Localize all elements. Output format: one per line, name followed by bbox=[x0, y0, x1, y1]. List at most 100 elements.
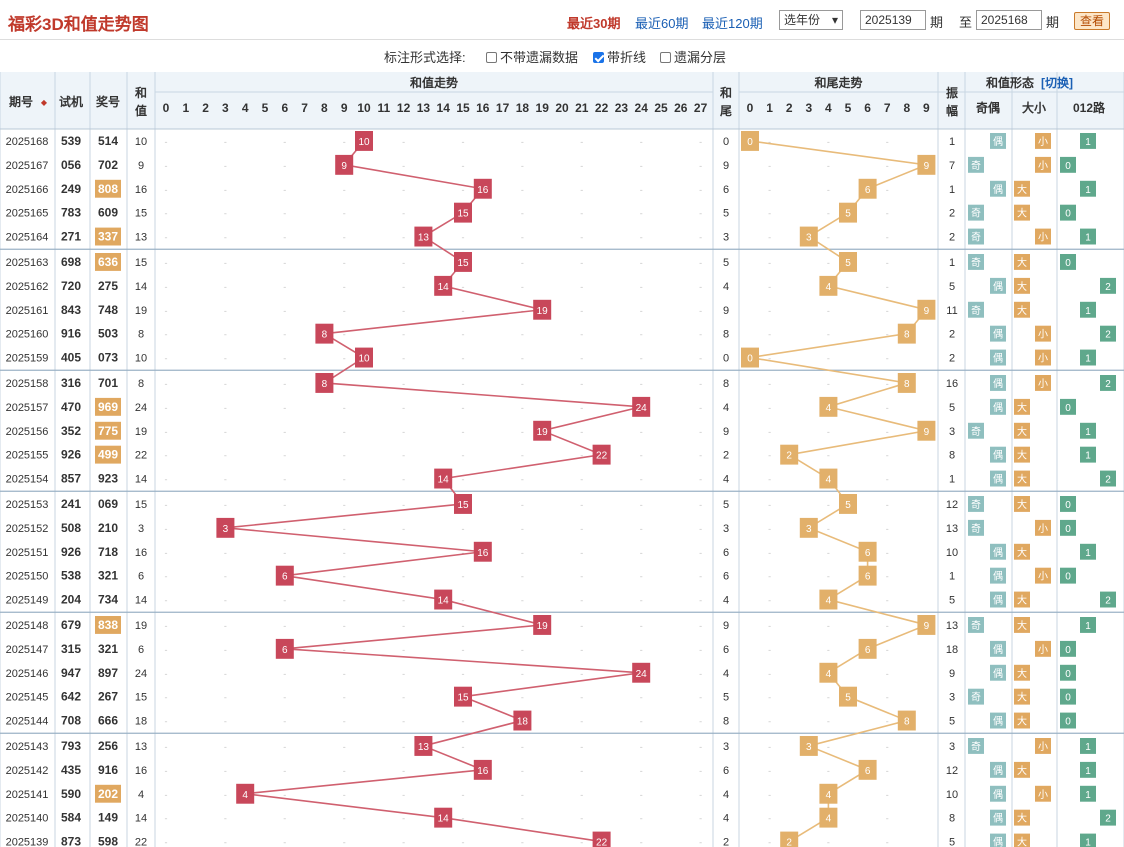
big-small-ball bbox=[1035, 738, 1051, 754]
miss-mark: - bbox=[768, 161, 771, 171]
tail-value: 4 bbox=[723, 813, 729, 825]
miss-mark: - bbox=[886, 161, 889, 171]
checkbox-no-miss[interactable] bbox=[486, 52, 497, 63]
tail-ball-label: 9 bbox=[924, 621, 930, 632]
tail-ball bbox=[917, 154, 936, 175]
odd-even-ball bbox=[990, 809, 1006, 826]
miss-mark: - bbox=[886, 838, 889, 847]
miss-mark: - bbox=[521, 814, 524, 824]
award-number: 073 bbox=[98, 351, 118, 365]
big-small-label: 小 bbox=[1038, 789, 1048, 801]
miss-mark: - bbox=[224, 258, 227, 268]
miss-mark: - bbox=[224, 621, 227, 631]
issue-number: 2025151 bbox=[6, 547, 49, 559]
tail-value: 5 bbox=[723, 257, 729, 269]
miss-mark: - bbox=[402, 669, 405, 679]
miss-mark: - bbox=[827, 354, 830, 364]
sum-ball-label: 19 bbox=[537, 621, 549, 632]
big-small-ball bbox=[1014, 543, 1030, 560]
amplitude-value: 1 bbox=[949, 257, 955, 269]
big-small-label: 大 bbox=[1017, 280, 1027, 293]
odd-even-label: 奇 bbox=[971, 159, 981, 172]
route-label: 0 bbox=[1065, 500, 1071, 511]
checkbox-miss-layer[interactable] bbox=[660, 52, 671, 63]
miss-mark: - bbox=[886, 403, 889, 413]
switch-link[interactable]: [切换] bbox=[1041, 75, 1073, 90]
miss-mark: - bbox=[640, 572, 643, 582]
miss-mark: - bbox=[699, 233, 702, 243]
miss-mark: - bbox=[462, 669, 465, 679]
issue-number: 2025150 bbox=[6, 571, 49, 583]
miss-mark: - bbox=[283, 766, 286, 776]
sum-column-label: 12 bbox=[397, 101, 411, 115]
amplitude-value: 10 bbox=[946, 789, 958, 801]
sort-icon[interactable]: ◆ bbox=[41, 98, 48, 107]
miss-mark: - bbox=[402, 693, 405, 703]
miss-mark: - bbox=[283, 500, 286, 510]
miss-mark: - bbox=[521, 354, 524, 364]
from-issue-input[interactable]: 2025139 bbox=[860, 10, 926, 30]
miss-mark: - bbox=[699, 838, 702, 847]
miss-mark: - bbox=[462, 572, 465, 582]
miss-mark: - bbox=[768, 548, 771, 558]
miss-mark: - bbox=[580, 766, 583, 776]
sum-column-label: 26 bbox=[674, 101, 688, 115]
issue-header: 期号 bbox=[9, 94, 33, 109]
miss-mark: - bbox=[165, 500, 168, 510]
sum-ball-label: 15 bbox=[457, 258, 469, 269]
miss-mark: - bbox=[462, 838, 465, 847]
issue-number: 2025157 bbox=[6, 402, 49, 414]
big-small-ball bbox=[1035, 228, 1051, 245]
year-select[interactable]: 选年份 ▾ bbox=[779, 10, 843, 30]
miss-mark: - bbox=[402, 137, 405, 147]
route-label: 1 bbox=[1085, 548, 1091, 559]
miss-mark: - bbox=[580, 717, 583, 727]
miss-mark: - bbox=[165, 427, 168, 437]
odd-even-ball bbox=[990, 375, 1006, 391]
miss-mark: - bbox=[462, 596, 465, 606]
tail-ball-label: 6 bbox=[865, 185, 871, 196]
option-with-line[interactable]: 带折线 bbox=[593, 47, 646, 66]
period-30-link[interactable]: 最近30期 bbox=[567, 16, 621, 31]
period-120-link[interactable]: 最近120期 bbox=[702, 16, 763, 31]
tail-ball bbox=[839, 494, 857, 514]
sum-ball-label: 10 bbox=[358, 354, 370, 365]
miss-mark: - bbox=[827, 621, 830, 631]
miss-mark: - bbox=[827, 717, 830, 727]
tail-ball bbox=[897, 710, 916, 731]
miss-mark: - bbox=[886, 209, 889, 219]
chevron-down-icon: ▾ bbox=[831, 13, 838, 27]
sum-ball bbox=[533, 299, 552, 320]
view-button[interactable]: 查看 bbox=[1074, 12, 1110, 30]
miss-mark: - bbox=[224, 669, 227, 679]
miss-mark: - bbox=[827, 233, 830, 243]
tail-column-label: 1 bbox=[766, 101, 773, 115]
sum-ball bbox=[355, 131, 373, 151]
amplitude-value: 13 bbox=[946, 523, 958, 535]
miss-mark: - bbox=[402, 354, 405, 364]
checkbox-with-line[interactable] bbox=[593, 52, 604, 63]
big-small-label: 大 bbox=[1017, 401, 1027, 414]
sum-column-label: 14 bbox=[437, 101, 451, 115]
period-60-link[interactable]: 最近60期 bbox=[635, 16, 689, 31]
sum-ball bbox=[473, 541, 492, 562]
tail-ball bbox=[741, 131, 759, 151]
miss-mark: - bbox=[462, 161, 465, 171]
tail-column-label: 8 bbox=[903, 101, 910, 115]
to-issue-input[interactable]: 2025168 bbox=[976, 10, 1042, 30]
route-ball bbox=[1060, 640, 1076, 657]
miss-mark: - bbox=[165, 185, 168, 195]
amplitude-header: 幅 bbox=[946, 103, 958, 118]
miss-mark: - bbox=[343, 621, 346, 631]
option-miss-layer[interactable]: 遗漏分层 bbox=[660, 47, 726, 66]
sum-column-label: 10 bbox=[357, 101, 371, 115]
tail-ball-label: 6 bbox=[865, 645, 871, 656]
sum-value: 22 bbox=[135, 450, 147, 462]
option-no-miss[interactable]: 不带遗漏数据 bbox=[486, 47, 578, 66]
odd-even-ball bbox=[968, 204, 984, 221]
miss-mark: - bbox=[768, 403, 771, 413]
sum-value: 13 bbox=[135, 741, 147, 753]
sum-column-label: 8 bbox=[321, 101, 328, 115]
amplitude-value: 13 bbox=[946, 620, 958, 632]
test-number: 271 bbox=[61, 230, 81, 244]
